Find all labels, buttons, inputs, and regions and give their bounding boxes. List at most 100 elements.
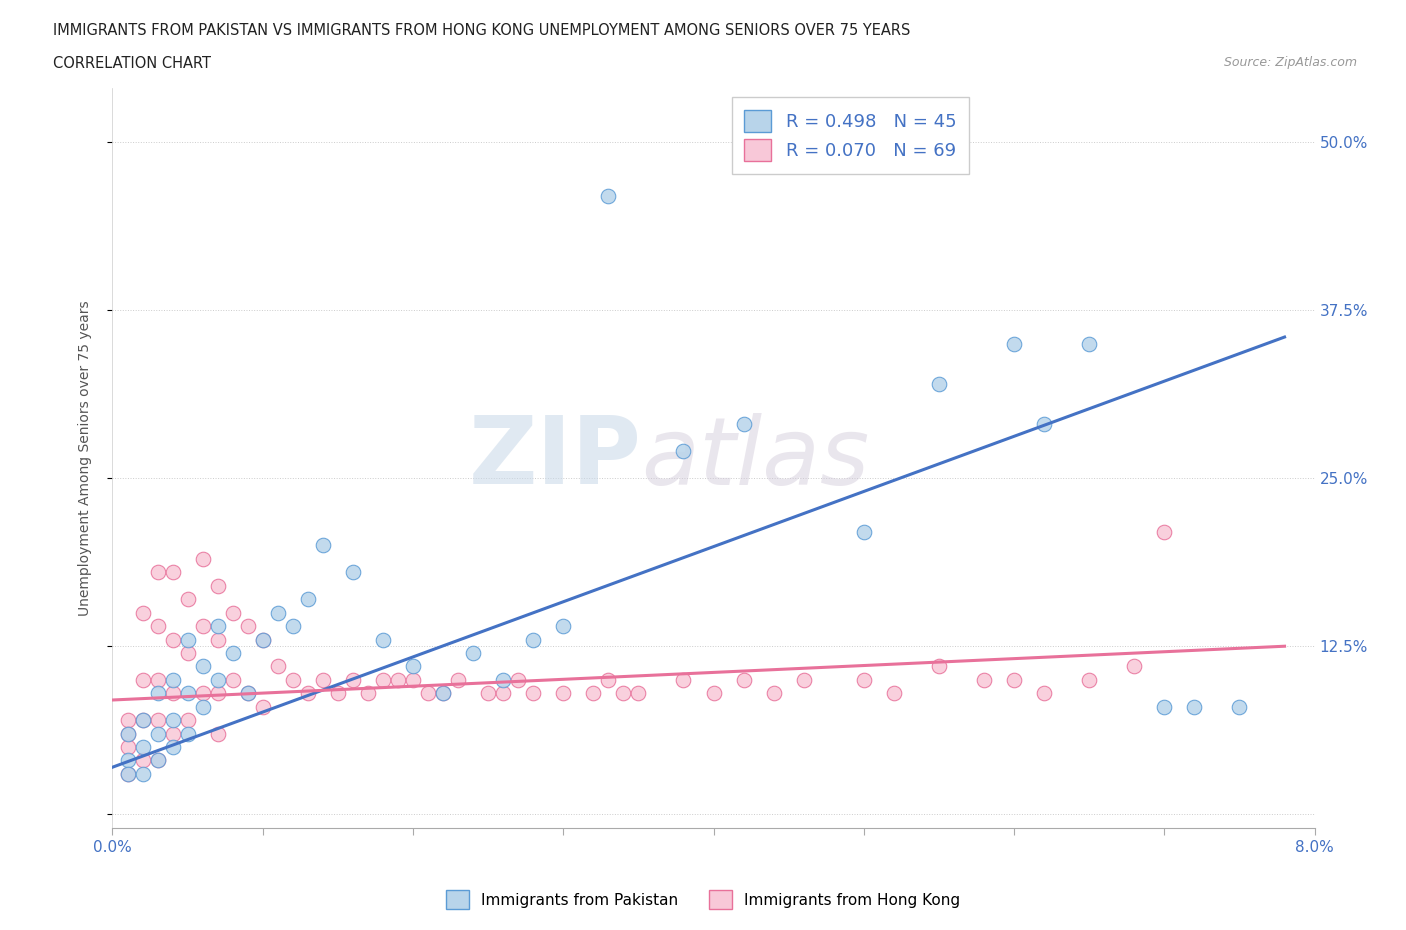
Point — [342, 565, 364, 579]
Point — [146, 712, 169, 727]
Legend: Immigrants from Pakistan, Immigrants from Hong Kong: Immigrants from Pakistan, Immigrants fro… — [440, 884, 966, 915]
Point — [733, 417, 755, 432]
Text: atlas: atlas — [641, 413, 870, 503]
Point — [928, 377, 950, 392]
Point — [416, 685, 439, 700]
Point — [191, 618, 214, 633]
Point — [131, 672, 153, 687]
Point — [733, 672, 755, 687]
Point — [582, 685, 605, 700]
Point — [371, 672, 394, 687]
Point — [131, 739, 153, 754]
Point — [852, 672, 875, 687]
Point — [357, 685, 380, 700]
Point — [162, 632, 184, 647]
Point — [492, 672, 515, 687]
Point — [627, 685, 650, 700]
Point — [117, 712, 139, 727]
Point — [117, 726, 139, 741]
Point — [973, 672, 995, 687]
Point — [672, 444, 695, 458]
Point — [236, 685, 259, 700]
Point — [146, 753, 169, 768]
Legend: R = 0.498   N = 45, R = 0.070   N = 69: R = 0.498 N = 45, R = 0.070 N = 69 — [731, 98, 969, 174]
Point — [522, 632, 544, 647]
Point — [252, 632, 274, 647]
Point — [236, 685, 259, 700]
Point — [598, 672, 620, 687]
Point — [162, 685, 184, 700]
Point — [207, 578, 229, 593]
Y-axis label: Unemployment Among Seniors over 75 years: Unemployment Among Seniors over 75 years — [77, 300, 91, 616]
Point — [252, 699, 274, 714]
Point — [852, 525, 875, 539]
Point — [131, 753, 153, 768]
Point — [312, 672, 335, 687]
Point — [176, 591, 198, 606]
Point — [222, 645, 245, 660]
Point — [146, 672, 169, 687]
Point — [176, 645, 198, 660]
Point — [522, 685, 544, 700]
Text: IMMIGRANTS FROM PAKISTAN VS IMMIGRANTS FROM HONG KONG UNEMPLOYMENT AMONG SENIORS: IMMIGRANTS FROM PAKISTAN VS IMMIGRANTS F… — [53, 23, 911, 38]
Point — [883, 685, 905, 700]
Point — [1153, 525, 1175, 539]
Point — [672, 672, 695, 687]
Point — [222, 672, 245, 687]
Point — [1033, 685, 1056, 700]
Point — [432, 685, 454, 700]
Point — [131, 766, 153, 781]
Point — [477, 685, 499, 700]
Point — [131, 605, 153, 620]
Point — [117, 766, 139, 781]
Point — [162, 739, 184, 754]
Point — [1182, 699, 1205, 714]
Point — [447, 672, 470, 687]
Point — [342, 672, 364, 687]
Point — [762, 685, 785, 700]
Point — [553, 685, 575, 700]
Point — [162, 672, 184, 687]
Point — [612, 685, 634, 700]
Point — [146, 565, 169, 579]
Point — [117, 726, 139, 741]
Point — [297, 685, 319, 700]
Point — [598, 189, 620, 204]
Point — [117, 766, 139, 781]
Point — [402, 672, 425, 687]
Point — [432, 685, 454, 700]
Point — [162, 726, 184, 741]
Point — [492, 685, 515, 700]
Text: ZIP: ZIP — [468, 412, 641, 504]
Point — [402, 659, 425, 674]
Text: Source: ZipAtlas.com: Source: ZipAtlas.com — [1223, 56, 1357, 69]
Point — [146, 685, 169, 700]
Point — [387, 672, 409, 687]
Point — [176, 726, 198, 741]
Point — [131, 712, 153, 727]
Point — [508, 672, 530, 687]
Point — [1123, 659, 1146, 674]
Point — [207, 672, 229, 687]
Point — [267, 605, 290, 620]
Point — [793, 672, 815, 687]
Point — [1078, 337, 1101, 352]
Point — [162, 565, 184, 579]
Point — [176, 632, 198, 647]
Point — [191, 685, 214, 700]
Point — [176, 712, 198, 727]
Point — [1033, 417, 1056, 432]
Point — [1002, 337, 1025, 352]
Point — [1078, 672, 1101, 687]
Point — [553, 618, 575, 633]
Point — [207, 726, 229, 741]
Point — [162, 712, 184, 727]
Point — [252, 632, 274, 647]
Point — [1229, 699, 1251, 714]
Point — [281, 672, 304, 687]
Point — [207, 618, 229, 633]
Point — [191, 699, 214, 714]
Point — [117, 753, 139, 768]
Point — [281, 618, 304, 633]
Point — [131, 712, 153, 727]
